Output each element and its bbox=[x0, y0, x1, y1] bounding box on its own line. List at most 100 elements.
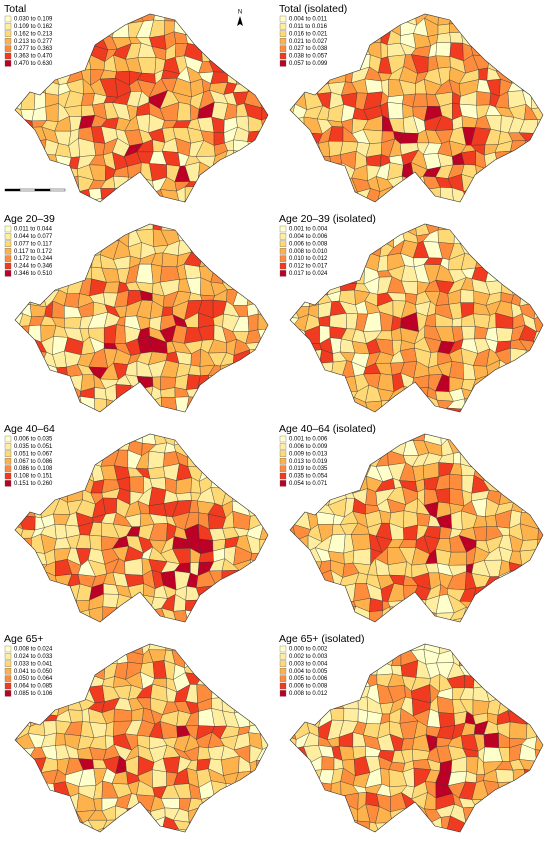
district bbox=[28, 191, 47, 202]
district bbox=[546, 43, 550, 61]
district bbox=[290, 539, 297, 554]
legend-swatch bbox=[279, 15, 287, 23]
legend-swatch bbox=[4, 443, 12, 450]
district bbox=[512, 689, 527, 703]
district bbox=[342, 30, 358, 47]
district bbox=[220, 665, 240, 680]
district bbox=[271, 375, 288, 389]
district bbox=[282, 781, 299, 799]
district bbox=[269, 596, 287, 613]
district bbox=[64, 54, 82, 73]
panel-title: Age 65+ (isolated) bbox=[279, 633, 365, 645]
district bbox=[174, 396, 190, 412]
legend-label: 0.051 to 0.067 bbox=[14, 451, 53, 457]
district bbox=[90, 644, 105, 650]
district bbox=[295, 571, 305, 587]
district bbox=[28, 807, 42, 824]
district bbox=[293, 288, 310, 307]
district bbox=[30, 816, 44, 832]
district bbox=[535, 558, 543, 577]
district bbox=[282, 70, 299, 83]
district bbox=[200, 294, 215, 301]
district bbox=[222, 606, 239, 621]
district bbox=[483, 820, 503, 832]
district bbox=[269, 95, 287, 109]
district bbox=[332, 685, 348, 701]
district bbox=[225, 783, 235, 800]
legend-label: 0.027 to 0.038 bbox=[289, 46, 328, 52]
district bbox=[329, 21, 345, 34]
district bbox=[51, 794, 71, 810]
district bbox=[293, 365, 307, 379]
district bbox=[531, 453, 543, 467]
district bbox=[280, 277, 296, 295]
district bbox=[282, 773, 298, 782]
district bbox=[519, 56, 533, 73]
district bbox=[328, 671, 347, 688]
district bbox=[284, 560, 295, 577]
district bbox=[531, 822, 543, 832]
district bbox=[116, 650, 129, 665]
district bbox=[535, 275, 543, 294]
district bbox=[290, 69, 297, 87]
district bbox=[343, 53, 360, 73]
district bbox=[290, 398, 294, 412]
district bbox=[137, 606, 151, 622]
district bbox=[294, 197, 311, 202]
district bbox=[484, 676, 504, 688]
district bbox=[402, 422, 418, 439]
district bbox=[54, 524, 67, 540]
district bbox=[461, 14, 480, 25]
district bbox=[124, 558, 143, 576]
district bbox=[77, 240, 93, 258]
legend-swatch bbox=[4, 233, 12, 240]
district bbox=[248, 593, 263, 612]
district bbox=[68, 468, 81, 481]
district bbox=[290, 362, 298, 379]
district bbox=[55, 453, 71, 470]
legend-swatch bbox=[4, 458, 12, 465]
district bbox=[327, 45, 347, 62]
district bbox=[219, 363, 237, 378]
district bbox=[280, 385, 295, 404]
district bbox=[247, 153, 263, 164]
district bbox=[521, 651, 537, 663]
district bbox=[269, 539, 288, 553]
district bbox=[244, 224, 262, 232]
district bbox=[54, 228, 71, 246]
district bbox=[296, 830, 310, 832]
panel: Age 40–64 (isolated) 0.001 to 0.0060.006 … bbox=[279, 423, 550, 646]
district bbox=[412, 599, 427, 612]
district bbox=[291, 165, 307, 183]
district bbox=[270, 795, 287, 810]
district bbox=[521, 361, 532, 377]
district bbox=[495, 327, 514, 342]
district bbox=[531, 792, 543, 807]
district bbox=[68, 644, 80, 651]
legend-label: 0.117 to 0.172 bbox=[14, 249, 53, 255]
district bbox=[498, 633, 510, 646]
district bbox=[129, 476, 144, 494]
district bbox=[472, 422, 484, 438]
district bbox=[545, 709, 550, 726]
district bbox=[417, 213, 429, 226]
district bbox=[30, 402, 47, 412]
legend-swatch bbox=[4, 645, 12, 653]
district bbox=[90, 648, 106, 664]
legend-label: 0.086 to 0.108 bbox=[14, 466, 53, 472]
district bbox=[536, 210, 548, 227]
district bbox=[222, 216, 240, 227]
district bbox=[54, 434, 71, 442]
district bbox=[512, 42, 525, 61]
district bbox=[545, 476, 550, 491]
district bbox=[248, 388, 260, 405]
district bbox=[333, 831, 345, 832]
district bbox=[294, 342, 309, 354]
district bbox=[210, 599, 224, 612]
district bbox=[487, 375, 503, 391]
district bbox=[232, 425, 251, 436]
district bbox=[533, 341, 543, 353]
district bbox=[532, 676, 543, 692]
district bbox=[103, 434, 117, 445]
